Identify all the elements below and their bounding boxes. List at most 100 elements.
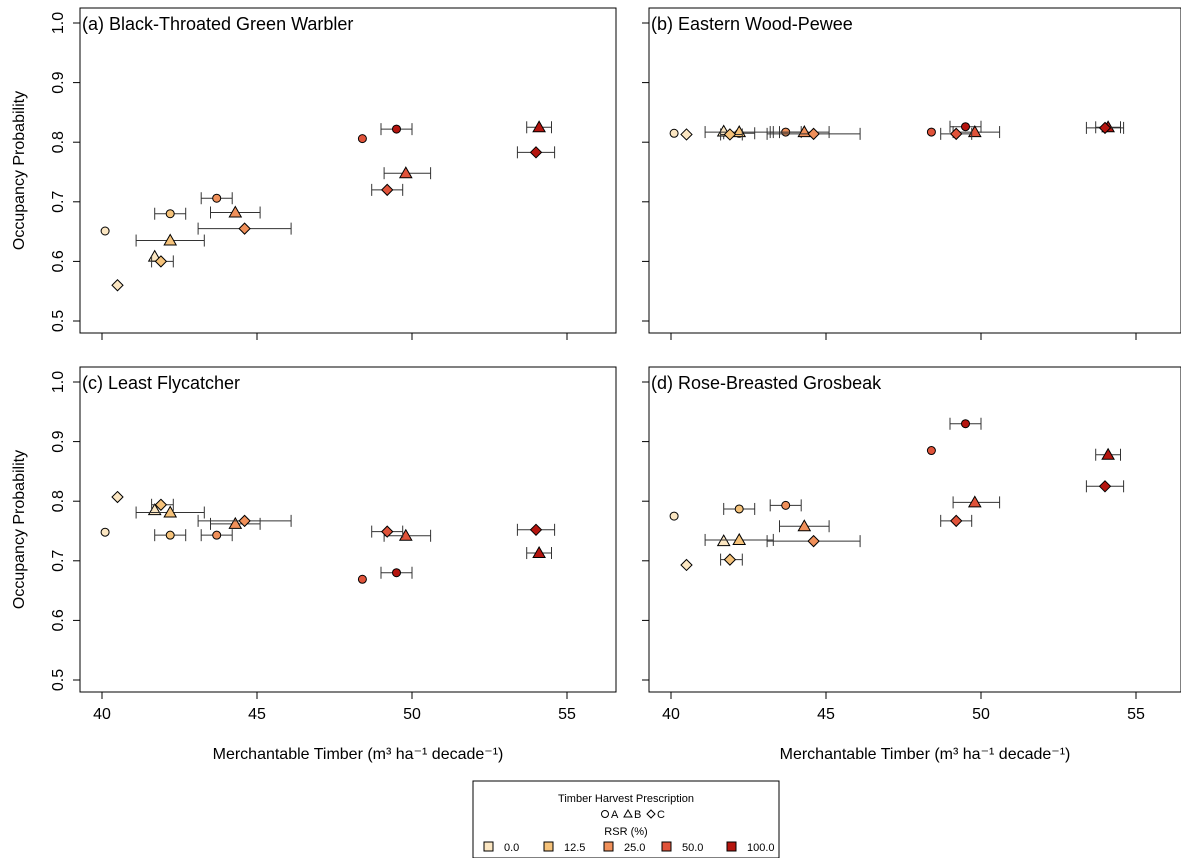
data-point bbox=[228, 516, 243, 529]
data-point bbox=[967, 495, 982, 508]
panel-frame bbox=[79, 7, 617, 334]
x-tick-label: 50 bbox=[403, 706, 421, 723]
data-point bbox=[212, 530, 222, 540]
y-tick-label: 0.8 bbox=[50, 490, 67, 512]
data-point bbox=[357, 134, 367, 144]
x-tick-label: 40 bbox=[662, 706, 680, 723]
data-point bbox=[357, 574, 367, 584]
y-tick-label: 0.5 bbox=[50, 310, 67, 332]
legend-rsr-item: 50.0 bbox=[661, 841, 703, 854]
data-point bbox=[807, 534, 820, 548]
x-tick-label: 55 bbox=[558, 706, 576, 723]
y-tick-label: 1.0 bbox=[50, 12, 67, 34]
data-point bbox=[529, 146, 543, 159]
data-point bbox=[238, 514, 251, 528]
y-tick-label: 1.0 bbox=[50, 371, 67, 393]
data-point bbox=[111, 279, 124, 292]
legend-shape-label: B bbox=[634, 809, 641, 821]
data-point bbox=[669, 128, 679, 138]
legend-shape-b: B bbox=[623, 808, 641, 821]
legend-swatch bbox=[661, 841, 672, 852]
legend-rsr-item: 0.0 bbox=[483, 841, 519, 854]
data-point bbox=[797, 125, 812, 138]
y-tick-label: 0.7 bbox=[50, 550, 67, 572]
legend-shape-a: A bbox=[601, 809, 619, 821]
data-point bbox=[392, 124, 401, 134]
data-point bbox=[532, 120, 546, 133]
legend-rsr-title: RSR (%) bbox=[604, 826, 647, 838]
panel-frame bbox=[79, 366, 617, 693]
legend-shape-c: C bbox=[646, 809, 665, 821]
y-tick-label: 0.8 bbox=[50, 131, 67, 153]
legend-shape-label: A bbox=[611, 809, 619, 821]
data-point bbox=[100, 226, 110, 236]
x-tick-label: 45 bbox=[817, 706, 835, 723]
data-point bbox=[398, 166, 413, 179]
y-tick-label: 0.9 bbox=[50, 71, 67, 93]
data-point bbox=[680, 558, 693, 572]
legend-rsr-item: 12.5 bbox=[543, 841, 585, 854]
legend-rsr-label: 25.0 bbox=[624, 842, 645, 854]
panel-title: (c) Least Flycatcher bbox=[82, 373, 240, 393]
data-point bbox=[926, 446, 936, 456]
data-point bbox=[163, 233, 178, 246]
legend-rsr-label: 50.0 bbox=[682, 842, 703, 854]
legend-rsr-label: 0.0 bbox=[504, 842, 519, 854]
panel-frame bbox=[648, 366, 1181, 693]
y-axis-title: Occupancy Probability bbox=[11, 450, 28, 609]
data-point bbox=[797, 519, 812, 532]
panels-group: (a) Black-Throated Green Warbler 0.5 0.6 0.… bbox=[11, 7, 1181, 763]
data-point bbox=[165, 209, 175, 219]
data-point bbox=[680, 128, 693, 141]
data-point bbox=[238, 222, 251, 235]
legend-rsr-item: 25.0 bbox=[603, 841, 645, 854]
y-tick-label: 0.6 bbox=[50, 609, 67, 631]
legend-swatch bbox=[483, 841, 494, 852]
data-point bbox=[154, 498, 168, 511]
data-point bbox=[165, 530, 175, 540]
y-tick-label: 0.6 bbox=[50, 250, 67, 272]
data-point bbox=[781, 500, 791, 510]
chart-panel-c: (c) Least Flycatcher 0.5 0.6 0.7 0.8 0.9 1.0 40… bbox=[11, 366, 617, 763]
data-point bbox=[380, 183, 394, 197]
x-tick-label: 50 bbox=[972, 706, 990, 723]
legend-rsr-label: 100.0 bbox=[747, 842, 775, 854]
data-point bbox=[926, 127, 936, 137]
legend-box: Timber Harvest Prescription A B C RSR (%) 0.0… bbox=[472, 780, 780, 858]
data-point bbox=[380, 525, 394, 538]
data-point bbox=[1098, 121, 1112, 135]
legend-triangle-icon bbox=[623, 808, 633, 818]
x-tick-label: 40 bbox=[93, 706, 111, 723]
y-tick-label: 0.5 bbox=[50, 669, 67, 691]
data-point bbox=[100, 527, 110, 537]
legend-shape-label: C bbox=[657, 809, 665, 821]
legend-rsr-label: 12.5 bbox=[564, 842, 585, 854]
data-point bbox=[961, 419, 970, 429]
legend-rsr-item: 100.0 bbox=[726, 841, 775, 854]
data-point bbox=[212, 193, 222, 203]
data-point bbox=[967, 125, 982, 138]
x-tick-label: 45 bbox=[248, 706, 266, 723]
legend-swatch bbox=[543, 841, 554, 852]
chart-panel-a: (a) Black-Throated Green Warbler 0.5 0.6 0.… bbox=[11, 7, 617, 340]
data-point bbox=[669, 511, 679, 521]
data-point bbox=[723, 553, 737, 566]
data-point bbox=[154, 255, 168, 268]
legend-swatch bbox=[726, 841, 737, 852]
data-point bbox=[961, 122, 970, 132]
panel-title: (d) Rose-Breasted Grosbeak bbox=[651, 373, 882, 393]
legend-circle-icon bbox=[601, 810, 609, 818]
legend-swatch bbox=[603, 841, 614, 852]
data-point bbox=[807, 127, 820, 141]
y-axis-title: Occupancy Probability bbox=[11, 91, 28, 250]
data-point bbox=[529, 523, 543, 537]
data-point bbox=[111, 490, 124, 504]
data-point bbox=[949, 127, 963, 141]
chart-panel-b: (b) Eastern Wood-Pewee bbox=[642, 7, 1181, 340]
data-point bbox=[723, 128, 737, 141]
data-point bbox=[228, 205, 243, 218]
x-axis-title: Merchantable Timber (m³ ha⁻¹ decade⁻¹) bbox=[213, 746, 504, 763]
data-point bbox=[163, 505, 178, 518]
panel-title: (a) Black-Throated Green Warbler bbox=[82, 14, 353, 34]
x-axis-title: Merchantable Timber (m³ ha⁻¹ decade⁻¹) bbox=[780, 746, 1071, 763]
